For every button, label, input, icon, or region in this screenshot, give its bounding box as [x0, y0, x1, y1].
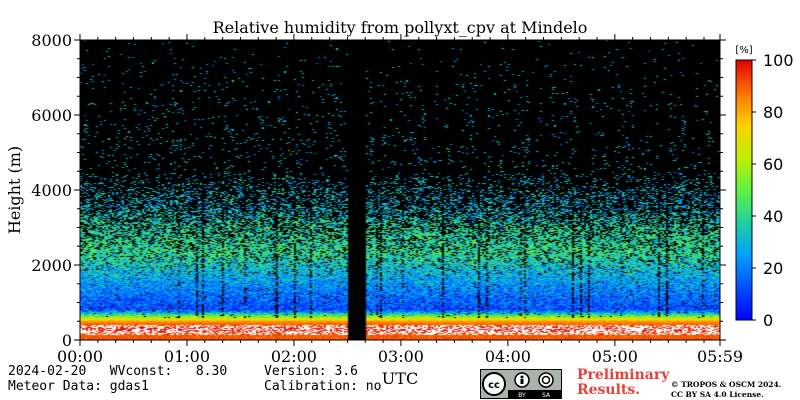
- colorbar-tick-label: 80: [763, 103, 783, 122]
- x-tick-label: 04:00: [485, 347, 531, 366]
- x-axis-label: UTC: [382, 369, 418, 388]
- sa-icon: [538, 372, 554, 388]
- colorbar-tick-label: 20: [763, 259, 783, 278]
- colorbar-tick-label: 0: [763, 311, 773, 330]
- chart-title: Relative humidity from pollyxt_cpv at Mi…: [213, 18, 588, 37]
- x-axis: 00:00 01:00 02:00 03:00 04:00 05:00 05:59: [57, 34, 743, 366]
- date-wvconst: 2024-02-20 WVconst: 8.30: [8, 364, 228, 379]
- y-tick-label: 6000: [31, 106, 72, 125]
- x-tick-label: 05:00: [592, 347, 638, 366]
- copyright-line2: CC BY SA 4.0 License.: [671, 390, 764, 399]
- colorbar-ticks: 0 20 40 60 80 100: [752, 51, 794, 330]
- y-axis-label: Height (m): [5, 146, 24, 234]
- colorbar-tick-label: 100: [763, 51, 794, 70]
- preliminary-line1: Preliminary: [577, 367, 670, 383]
- y-axis: 0 2000 4000 6000 8000: [31, 31, 726, 350]
- y-tick-label: 0: [62, 331, 72, 350]
- preliminary-note: Preliminary Results.: [577, 368, 677, 398]
- preliminary-line2: Results.: [577, 382, 641, 398]
- y-tick-label: 8000: [31, 31, 72, 50]
- x-tick-label: 03:00: [378, 347, 424, 366]
- y-tick-label: 4000: [31, 181, 72, 200]
- copyright-note: © TROPOS & OSCM 2024. CC BY SA 4.0 Licen…: [671, 380, 781, 400]
- x-tick-label: 01:00: [164, 347, 210, 366]
- license-by: BY: [518, 392, 526, 399]
- svg-text:cc: cc: [488, 380, 500, 391]
- colorbar-tick-label: 60: [763, 155, 783, 174]
- y-tick-label: 2000: [31, 256, 72, 275]
- x-tick-label: 05:59: [697, 347, 743, 366]
- version-text: Version: 3.6: [264, 364, 358, 379]
- colorbar: [735, 59, 753, 321]
- humidity-heatmap: [80, 40, 720, 340]
- meteor-data: Meteor Data: gdas1: [8, 379, 149, 394]
- copyright-line1: © TROPOS & OSCM 2024.: [671, 380, 782, 389]
- cc-by-sa-badge: cc BY SA: [480, 369, 562, 399]
- colorbar-tick-label: 40: [763, 207, 783, 226]
- calibration-text: Calibration: no: [264, 379, 382, 394]
- license-sa: SA: [542, 392, 551, 399]
- x-tick-label: 00:00: [57, 347, 103, 366]
- x-tick-label: 02:00: [271, 347, 317, 366]
- colorbar-unit: [%]: [735, 45, 752, 56]
